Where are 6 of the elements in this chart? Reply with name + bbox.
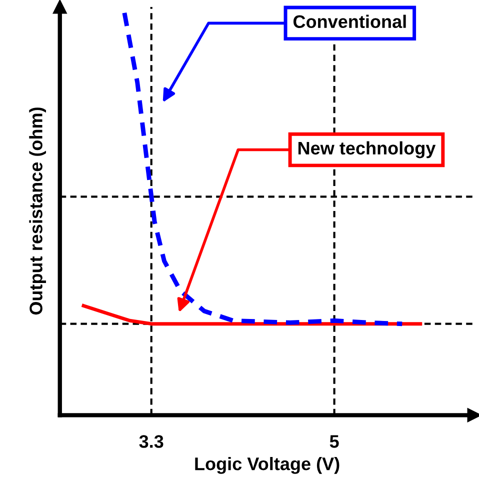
text: New technology xyxy=(298,141,436,158)
text: Conventional xyxy=(293,14,406,28)
x-tick-label: 3.3 xyxy=(139,435,164,448)
x-axis-title: Logic Voltage (V) xyxy=(195,456,340,474)
x-tick-label: 5 xyxy=(330,435,339,448)
y-axis-title: Output resistance (ohm) xyxy=(29,108,46,315)
